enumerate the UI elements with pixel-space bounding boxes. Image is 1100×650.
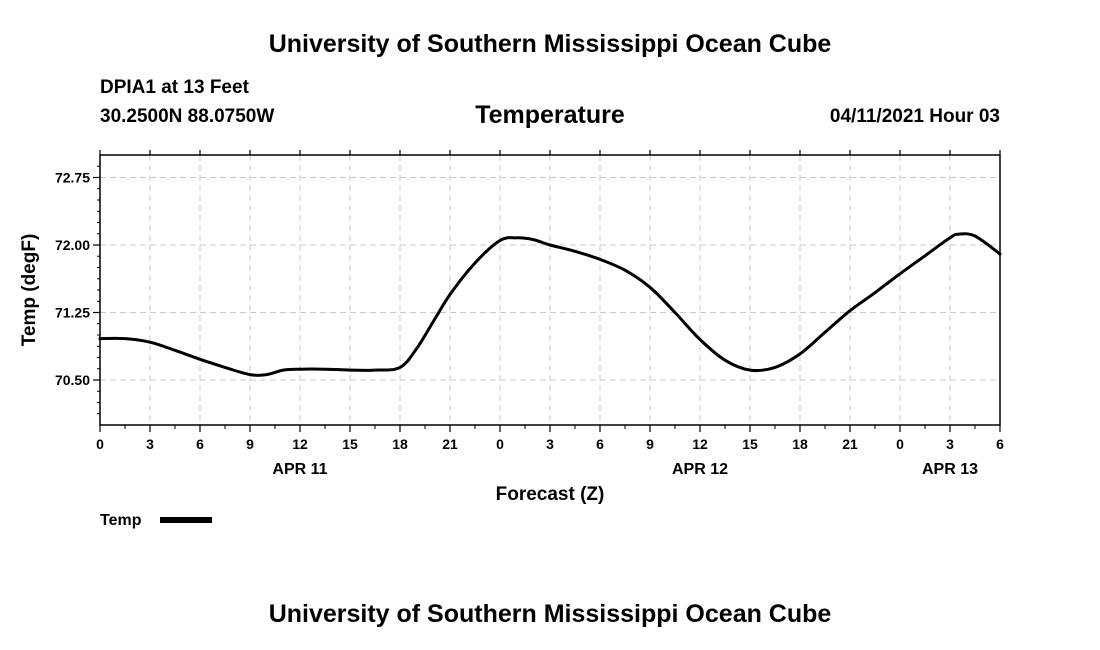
y-tick-label: 72.75 <box>55 170 90 186</box>
station-coordinates: 30.2500N 88.0750W <box>100 106 275 127</box>
grid-layer <box>100 155 1000 425</box>
page-title-top: University of Southern Mississippi Ocean… <box>268 30 832 58</box>
axis-layer: 0 3 6 9 12 15 18 21 0 3 6 9 12 15 18 21 0 3 6 APR 11 APR 12 A… <box>55 150 1004 478</box>
y-tick-label: 70.50 <box>55 372 90 388</box>
x-tick-label: 21 <box>842 436 858 452</box>
x-tick-label: 21 <box>442 436 458 452</box>
x-tick-label: 3 <box>546 436 554 452</box>
x-tick-label: 12 <box>292 436 308 452</box>
y-tick-label: 71.25 <box>55 305 90 321</box>
x-tick-label: 9 <box>246 436 254 452</box>
x-tick-label: 3 <box>146 436 154 452</box>
page-title-bottom: University of Southern Mississippi Ocean… <box>268 600 832 628</box>
x-tick-label: 15 <box>342 436 358 452</box>
station-label: DPIA1 at 13 Feet <box>100 77 249 98</box>
forecast-datetime: 04/11/2021 Hour 03 <box>829 106 1000 127</box>
x-tick-label: 18 <box>392 436 408 452</box>
series-layer <box>98 232 1002 377</box>
x-tick-label: 18 <box>792 436 808 452</box>
legend-label: Temp <box>100 512 142 529</box>
y-tick-label: 72.00 <box>55 237 90 253</box>
x-tick-label: 0 <box>496 436 504 452</box>
y-axis-label: Temp (degF) <box>19 234 40 347</box>
x-tick-label: 0 <box>96 436 104 452</box>
x-tick-label: 15 <box>742 436 758 452</box>
x-axis-label: Forecast (Z) <box>496 484 605 505</box>
x-tick-label: 9 <box>646 436 654 452</box>
x-date-label: APR 13 <box>922 461 978 478</box>
legend: Temp <box>100 512 212 529</box>
x-date-label: APR 12 <box>672 461 728 478</box>
x-tick-label: 6 <box>596 436 604 452</box>
series-line-temp <box>98 232 1002 377</box>
x-tick-label: 3 <box>946 436 954 452</box>
x-tick-label: 6 <box>996 436 1004 452</box>
chart-title: Temperature <box>475 101 625 129</box>
x-tick-label: 12 <box>692 436 708 452</box>
x-tick-label: 6 <box>196 436 204 452</box>
x-tick-label: 0 <box>896 436 904 452</box>
x-date-label: APR 11 <box>272 461 327 478</box>
